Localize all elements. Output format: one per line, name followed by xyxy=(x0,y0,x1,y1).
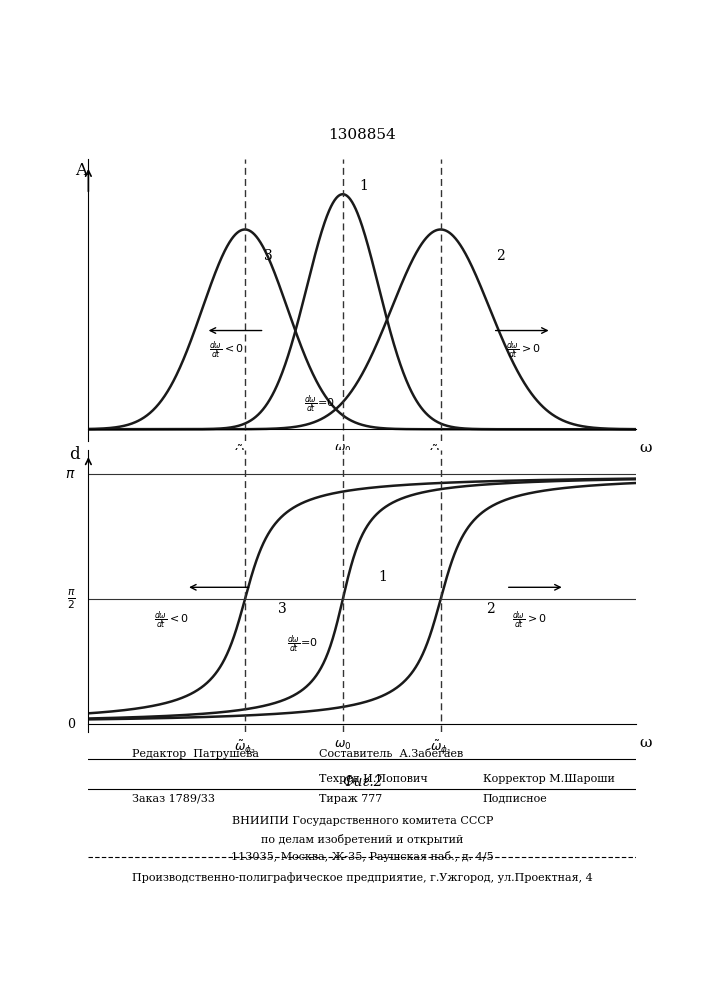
Text: $\tilde{\omega}_{\phi_1}$: $\tilde{\omega}_{\phi_1}$ xyxy=(430,739,452,757)
Text: ω: ω xyxy=(640,441,652,455)
Text: 3: 3 xyxy=(278,602,286,616)
Text: Производственно-полиграфическое предприятие, г.Ужгород, ул.Проектная, 4: Производственно-полиграфическое предприя… xyxy=(132,872,592,883)
Text: $\tilde{\omega}_{ra_1}$: $\tilde{\omega}_{ra_1}$ xyxy=(428,443,453,461)
Text: Фиг.2: Фиг.2 xyxy=(342,775,382,789)
Text: 2: 2 xyxy=(486,602,495,616)
Text: 0: 0 xyxy=(67,718,76,731)
Text: 3: 3 xyxy=(264,249,273,263)
Text: Составитель  А.Забегаев: Составитель А.Забегаев xyxy=(319,749,463,759)
Text: d: d xyxy=(69,446,79,463)
Text: 113035, Москва, Ж-35, Раушская наб., д. 4/5: 113035, Москва, Ж-35, Раушская наб., д. … xyxy=(231,851,493,862)
Text: $\frac{d\omega}{dt}\!=\!0$: $\frac{d\omega}{dt}\!=\!0$ xyxy=(303,394,335,415)
Text: $\tilde{\omega}_{ra_2}$: $\tilde{\omega}_{ra_2}$ xyxy=(233,443,257,461)
Text: ВНИИПИ Государственного комитета СССР: ВНИИПИ Государственного комитета СССР xyxy=(232,816,493,826)
Text: $\omega_0$: $\omega_0$ xyxy=(334,443,351,456)
Text: $\frac{d\omega}{dt} < 0$: $\frac{d\omega}{dt} < 0$ xyxy=(209,340,244,361)
Text: Заказ 1789/33: Заказ 1789/33 xyxy=(132,794,215,804)
Text: A: A xyxy=(76,162,88,179)
Text: $\pi$: $\pi$ xyxy=(65,467,76,481)
Text: 1308854: 1308854 xyxy=(329,128,396,142)
Text: $\frac{d\omega}{dt} > 0$: $\frac{d\omega}{dt} > 0$ xyxy=(513,609,547,631)
Text: Редактор  Патрушева: Редактор Патрушева xyxy=(132,749,259,759)
Text: $\omega_0$: $\omega_0$ xyxy=(334,739,351,752)
Text: по делам изобретений и открытий: по делам изобретений и открытий xyxy=(261,834,464,845)
Text: $\frac{\pi}{2}$: $\frac{\pi}{2}$ xyxy=(66,588,76,611)
Text: $\frac{d\omega}{dt}\!=\!0$: $\frac{d\omega}{dt}\!=\!0$ xyxy=(287,633,319,655)
Text: $\frac{d\omega}{dt} < 0$: $\frac{d\omega}{dt} < 0$ xyxy=(153,609,189,631)
Text: Техред И.Попович: Техред И.Попович xyxy=(319,774,427,784)
Text: 2: 2 xyxy=(496,249,505,263)
Text: Тираж 777: Тираж 777 xyxy=(319,794,382,804)
Text: ω: ω xyxy=(640,736,652,750)
Text: 1: 1 xyxy=(359,179,368,193)
Text: $\frac{d\omega}{dt} > 0$: $\frac{d\omega}{dt} > 0$ xyxy=(506,340,541,361)
Text: Фиг.1: Фиг.1 xyxy=(342,478,382,492)
Text: Подписное: Подписное xyxy=(483,794,548,804)
Text: $\tilde{\omega}_{\phi_2}$: $\tilde{\omega}_{\phi_2}$ xyxy=(234,739,256,757)
Text: Корректор М.Шароши: Корректор М.Шароши xyxy=(483,774,615,784)
Text: 1: 1 xyxy=(379,570,387,584)
